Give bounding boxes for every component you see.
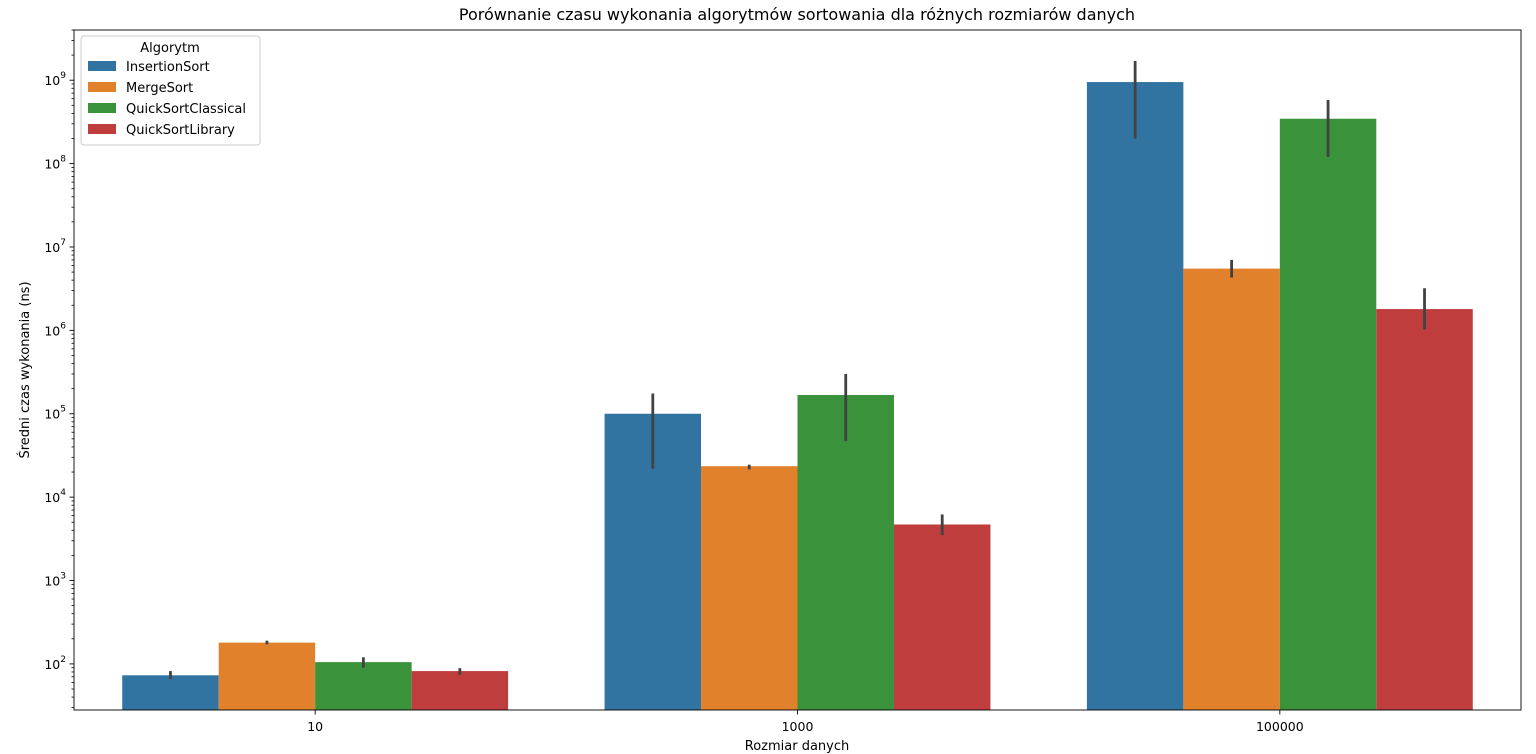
y-tick-label: 108 [44,155,66,172]
x-axis-label: Rozmiar danych [745,739,849,754]
error-bars-layer [169,60,1426,679]
y-tick-label: 105 [44,405,66,422]
y-tick-label: 104 [44,488,66,505]
y-tick-label: 107 [44,238,66,255]
legend-title: Algorytm [140,41,200,56]
y-tick-label: 103 [44,572,66,589]
bar [315,662,412,710]
bar [411,671,509,710]
bar [1376,309,1473,710]
x-tick-label: 1000 [782,719,814,734]
bar [1279,118,1377,710]
legend-label: InsertionSort [126,60,210,75]
legend-swatch [88,124,116,134]
bar [122,675,219,710]
legend-swatch [88,61,116,71]
bar [797,394,894,710]
legend-swatch [88,82,116,92]
legend: Algorytm InsertionSort MergeSort QuickSort… [80,35,261,146]
bar [218,642,316,710]
y-tick-label: 102 [44,655,66,672]
legend-label: QuickSortLibrary [126,123,235,138]
y-axis-label: Średni czas wykonania (ns) [17,281,33,458]
legend-swatch [88,103,116,113]
chart-title: Porównanie czasu wykonania algorytmów so… [459,5,1135,24]
bar [1086,82,1184,711]
y-axis: 102 103 104 105 106 107 108 109 [44,29,74,708]
x-tick-label: 100000 [1256,719,1304,734]
bar [893,524,991,710]
x-axis: 10 1000 100000 [307,710,1304,734]
bars-layer [122,82,1473,711]
bar [1183,268,1280,710]
y-tick-label: 106 [44,321,66,338]
legend-label: MergeSort [126,81,193,96]
legend-label: QuickSortClassical [126,102,246,117]
bar [701,466,798,710]
y-tick-label: 109 [44,71,66,88]
x-tick-label: 10 [307,719,323,734]
legend-items: InsertionSort MergeSort QuickSortClassical… [88,60,246,138]
legend-frame [80,35,261,146]
